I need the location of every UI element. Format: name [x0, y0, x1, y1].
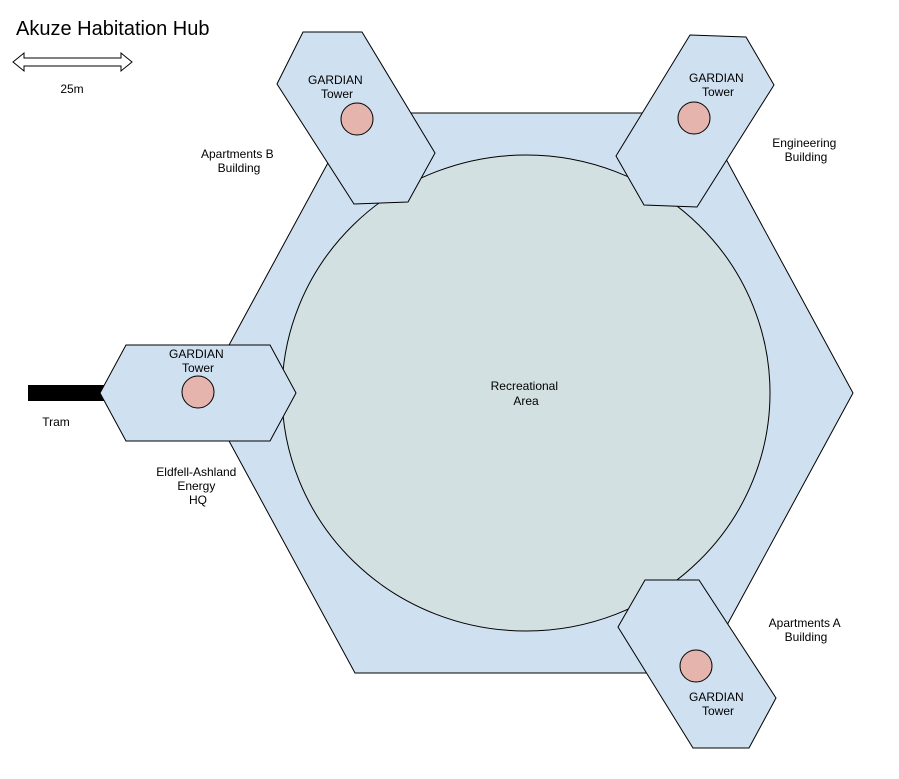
- apartments-b-label: Apartments B Building: [201, 147, 277, 175]
- eldfell-ashland-hq-label: Eldfell-Ashland Energy HQ: [156, 465, 239, 507]
- gardian-tower-left: GARDIAN Tower: [99, 344, 297, 442]
- gardian-tower-top-right: GARDIAN Tower: [615, 34, 775, 208]
- gardian-tower-top-left: GARDIAN Tower: [276, 31, 436, 205]
- tower-left-marker: [181, 375, 215, 409]
- tower-top-left-label: GARDIAN Tower: [308, 73, 366, 101]
- recreational-area-label: Recreational Area: [491, 379, 562, 408]
- engineering-building-label: Engineering Building: [772, 136, 839, 164]
- tower-left-label: GARDIAN Tower: [169, 347, 227, 375]
- tram-label: Tram: [42, 415, 70, 429]
- scale-bar: 25m: [12, 51, 133, 96]
- tower-top-right-marker: [677, 101, 711, 135]
- gardian-tower-bottom-right: GARDIAN Tower: [617, 579, 777, 749]
- recreational-area-line2: Area: [513, 394, 539, 408]
- tower-bottom-right-marker: [679, 649, 713, 683]
- scale-bar-label: 25m: [60, 82, 83, 96]
- tower-top-right-label: GARDIAN Tower: [689, 71, 747, 99]
- recreational-area-line1: Recreational: [491, 379, 558, 393]
- recreational-area: [281, 154, 771, 632]
- diagram-title: Akuze Habitation Hub: [16, 18, 209, 40]
- tower-top-left-marker: [340, 102, 374, 136]
- tower-bottom-right-label: GARDIAN Tower: [689, 690, 747, 718]
- tram-line: [28, 385, 104, 401]
- apartments-a-label: Apartments A Building: [769, 616, 844, 644]
- scale-bar-arrow: [12, 51, 133, 73]
